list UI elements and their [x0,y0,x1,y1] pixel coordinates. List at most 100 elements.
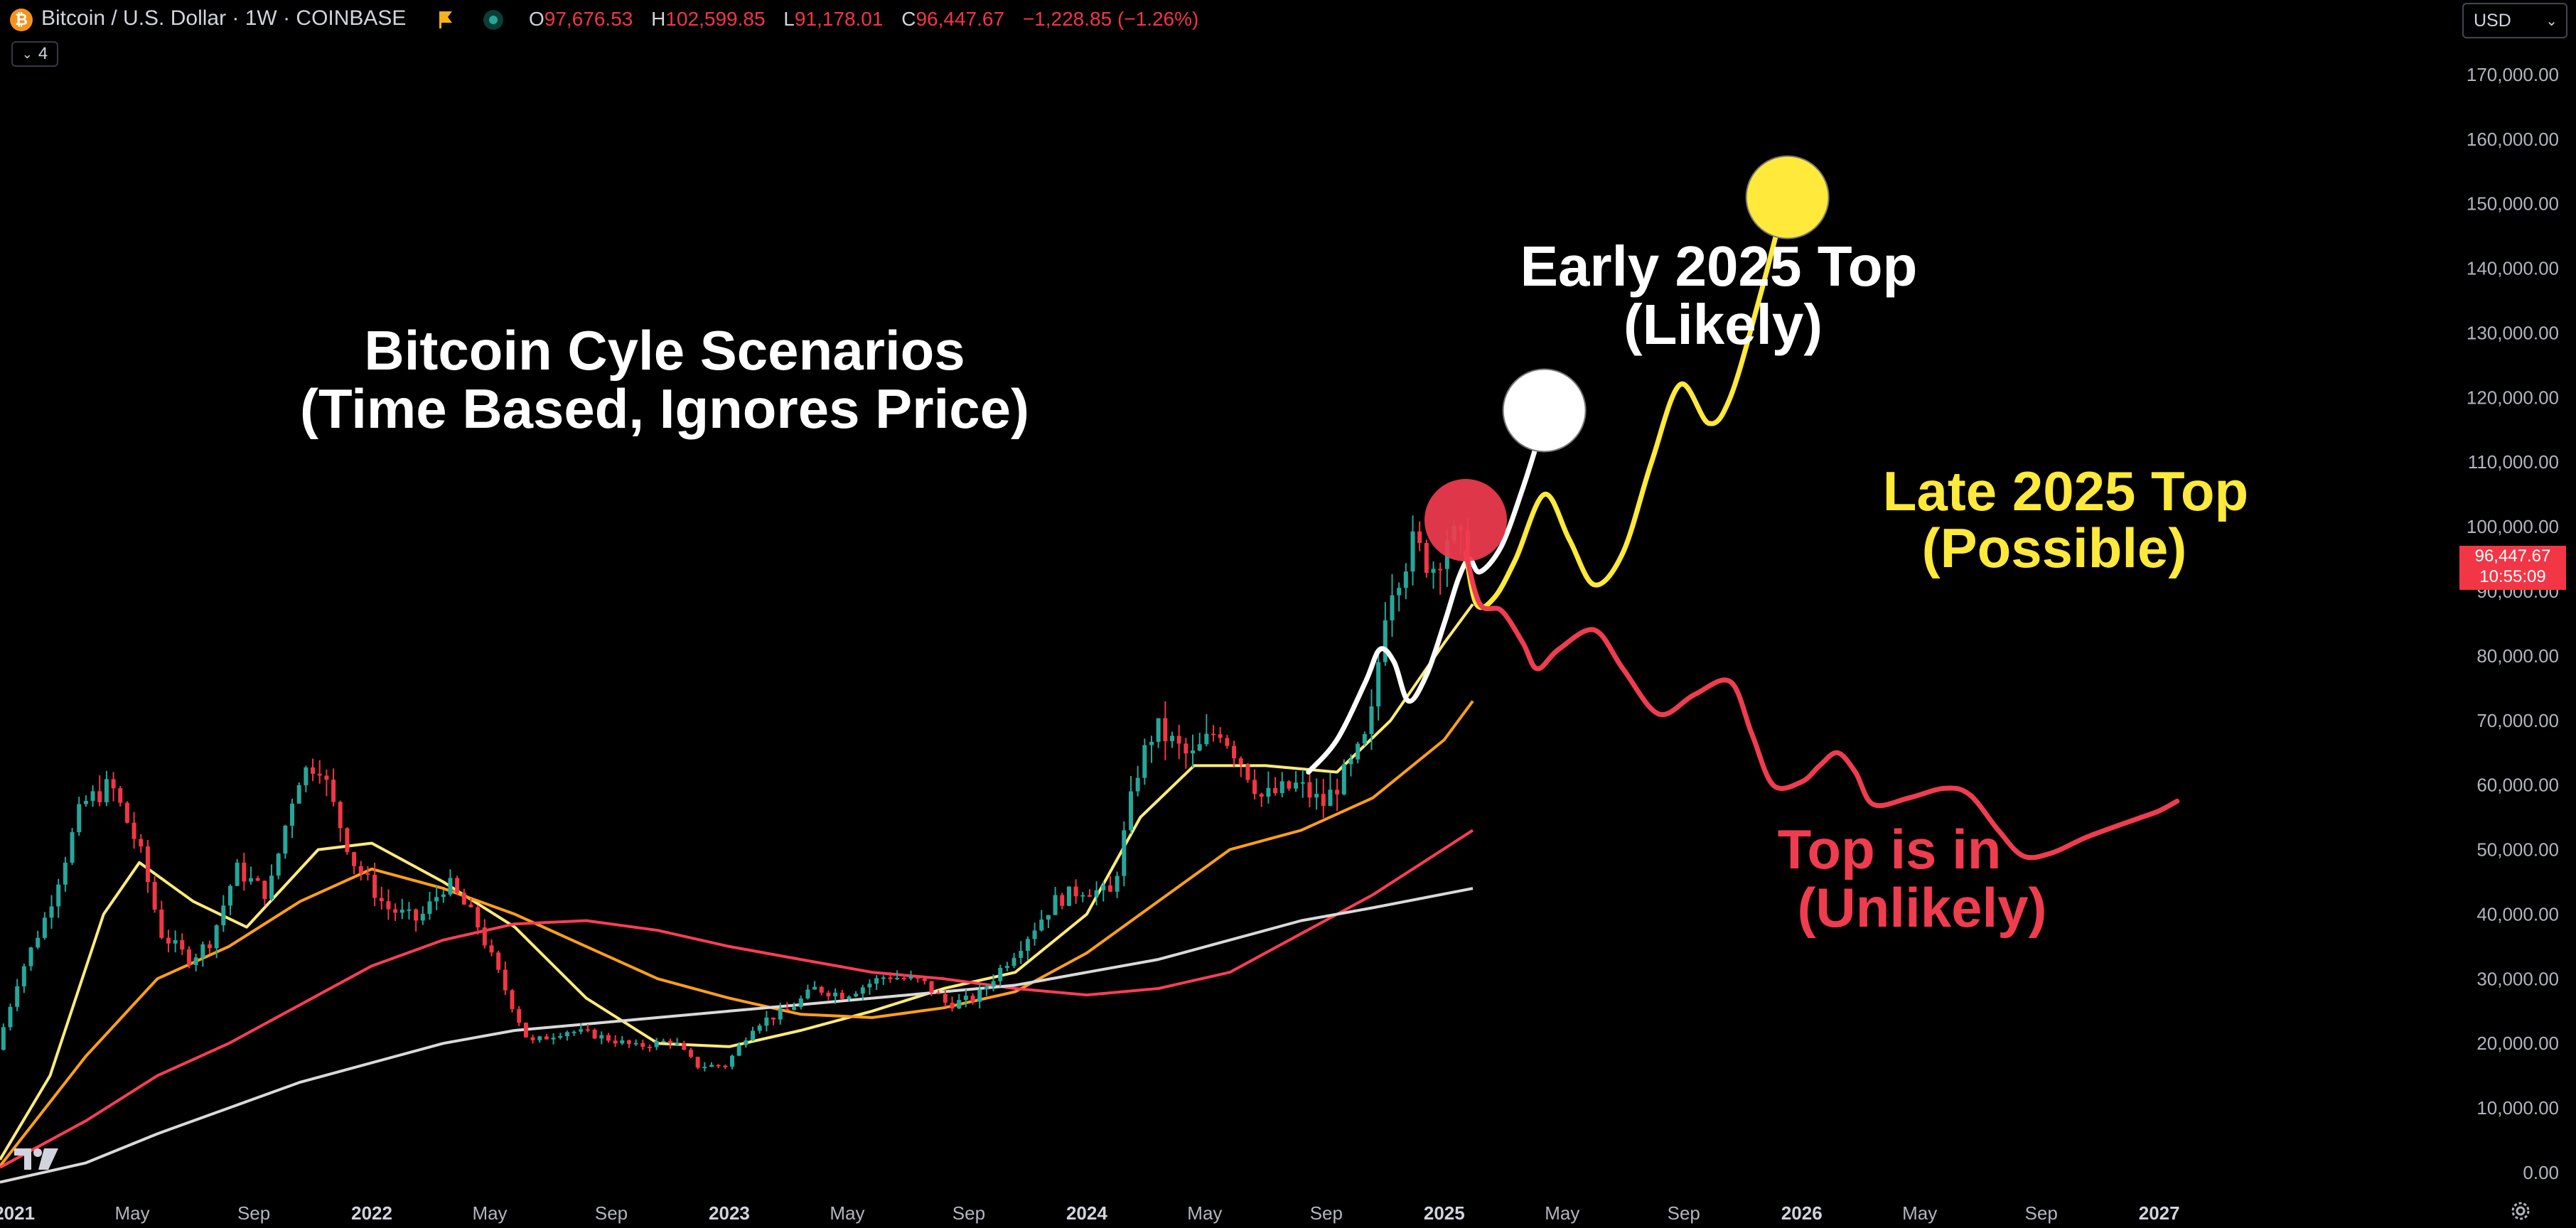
candle-body [633,1043,638,1045]
candle-body [407,909,412,911]
candle-body [592,1029,597,1039]
candle-body [1142,745,1147,778]
candle-body [1032,930,1037,939]
moving-average-line [0,700,1474,1168]
candle-body [1101,885,1106,890]
candle-body [83,801,88,804]
candle-body [1149,741,1154,745]
candle-body [1046,915,1051,920]
candle-body [1431,569,1436,573]
x-tick-label: 2022 [351,1202,392,1224]
candle-body [1252,780,1257,795]
candle-body [358,866,363,873]
chart-header: ₿ Bitcoin / U.S. Dollar · 1W · COINBASE … [0,0,2417,40]
candle-body [613,1040,618,1044]
market-status-icon[interactable] [483,10,503,30]
candle-body [1,1027,6,1050]
candle-body [1191,750,1196,754]
candle-body [393,909,398,913]
candle-body [1376,662,1381,707]
scenario-path [1463,550,2180,861]
candle-body [111,779,116,789]
candle-body [929,981,934,993]
candle-body [1287,781,1292,789]
last-price-value: 96,447.67 [2474,546,2551,566]
candle-body [145,846,150,883]
candle-body [118,788,123,803]
y-axis[interactable]: 0.00 10,000.00 20,000.00 30,000.00 40,000.00… [2467,64,2559,1183]
candle-body [139,839,144,846]
gear-icon[interactable] [2509,1200,2532,1222]
candle-body [166,937,171,944]
y-tick-label: 130,000.00 [2467,322,2559,343]
candle-body [839,992,844,999]
candle-body [1410,531,1415,572]
candle-body [399,910,404,913]
candle-body [1004,966,1009,969]
candle-body [56,884,61,907]
candle-body [682,1043,687,1050]
tradingview-logo-icon[interactable] [13,1146,61,1173]
candle-body [1176,736,1181,744]
symbol-title[interactable]: Bitcoin / U.S. Dollar · 1W · COINBASE [41,6,407,30]
candle-body [764,1017,769,1026]
y-tick-label: 60,000.00 [2476,775,2559,796]
candle-body [1341,764,1346,795]
annotation-early-line1: Early 2025 Top [1520,235,1918,298]
candle-body [338,802,343,829]
candle-body [510,990,515,1009]
candle-body [667,1040,672,1044]
candle-body [152,882,157,910]
x-tick-label: 2026 [1781,1202,1823,1224]
candle-body [193,957,198,965]
chevron-down-icon: ⌄ [2545,13,2558,29]
y-tick-label: 40,000.00 [2476,903,2559,925]
y-tick-label: 20,000.00 [2476,1033,2559,1054]
y-tick-label: 160,000.00 [2467,129,2559,150]
candle-body [1279,781,1284,794]
open-label: O [529,8,544,30]
candle-body [97,791,102,802]
candle-body [922,979,927,981]
candle-body [173,939,178,944]
candle-body [606,1035,611,1041]
candle-body [867,984,872,988]
x-tick-label: 2023 [709,1202,750,1224]
candle-body [757,1025,762,1031]
candle-body [833,992,838,996]
high-value: 102,599.85 [665,8,766,30]
x-tick-label: May [1902,1202,1937,1224]
candle-body [579,1029,584,1032]
candle-body [620,1040,625,1044]
candle-body [255,878,260,881]
x-tick-label: May [115,1202,150,1224]
candle-body [503,969,508,991]
candle-body [420,913,425,921]
candle-body [269,876,274,900]
candle-body [798,998,803,1008]
low-value: 91,178.01 [794,8,884,30]
candle-body [1211,733,1216,736]
flag-icon[interactable] [438,10,455,30]
candle-body [1259,794,1264,797]
x-tick-label: May [1187,1202,1222,1224]
candle-body [1128,791,1133,831]
candle-body [296,785,301,804]
candle-body [771,1017,776,1020]
candle-body [331,780,336,802]
candle-body [916,976,921,979]
indicators-toggle-button[interactable]: ⌄ 4 [11,41,58,67]
y-tick-label: 30,000.00 [2476,968,2559,989]
bar-countdown: 10:55:09 [2479,567,2546,586]
close-value: 96,447.67 [916,8,1005,30]
candle-body [414,909,419,921]
candle-body [1053,895,1058,915]
x-tick-label: Sep [595,1202,628,1224]
candle-body [441,894,446,898]
candle-body [214,925,219,949]
y-tick-label: 110,000.00 [2468,451,2559,473]
candle-body [77,804,82,833]
currency-select[interactable]: USD ⌄ [2462,3,2567,38]
x-axis[interactable]: 2021 May Sep 2022 May Sep 2023 May Sep 2024 May Sep… [0,1202,2180,1224]
